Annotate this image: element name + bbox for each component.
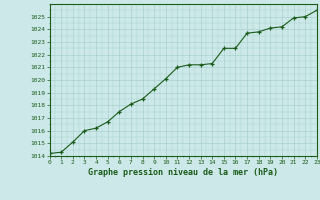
X-axis label: Graphe pression niveau de la mer (hPa): Graphe pression niveau de la mer (hPa) — [88, 168, 278, 177]
